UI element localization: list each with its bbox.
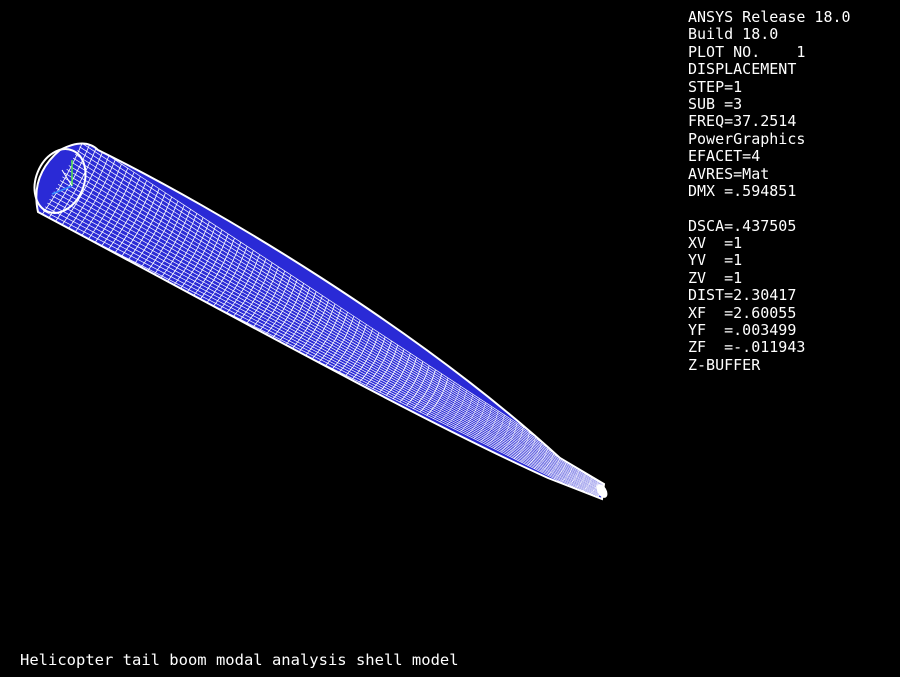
legend-line: XF =2.60055 bbox=[688, 303, 797, 322]
mesh-long-line bbox=[64, 172, 604, 490]
mesh-long-line bbox=[38, 217, 598, 499]
mesh-long-line bbox=[75, 154, 604, 486]
coordinate-triad-icon bbox=[51, 160, 73, 195]
legend-line: DIST=2.30417 bbox=[688, 286, 797, 305]
legend-line: AVRES=Mat bbox=[688, 164, 770, 183]
mesh-long-line bbox=[47, 202, 600, 497]
mesh-long-line bbox=[66, 169, 604, 489]
mesh-long-line bbox=[57, 184, 602, 493]
boom-root-ring bbox=[33, 148, 87, 214]
boom-tip-cap bbox=[596, 484, 608, 498]
legend-line: PowerGraphics bbox=[688, 129, 806, 148]
legend-line: EFACET=4 bbox=[688, 147, 761, 166]
legend-line: YF =.003499 bbox=[688, 321, 797, 340]
legend-line: SUB =3 bbox=[688, 94, 743, 113]
mesh-long-line bbox=[60, 180, 603, 492]
mesh-long-line bbox=[45, 206, 600, 497]
legend-line: Build 18.0 bbox=[688, 25, 779, 44]
mesh-long-line bbox=[68, 165, 604, 489]
mesh-long-line bbox=[81, 143, 604, 484]
legend-line: YV =1 bbox=[688, 251, 743, 270]
legend-line: DMX =.594851 bbox=[688, 181, 797, 200]
mesh-long-line bbox=[49, 199, 600, 496]
mesh-long-line bbox=[62, 176, 603, 491]
legend-line: ZV =1 bbox=[688, 268, 743, 287]
mesh-long-line bbox=[36, 221, 598, 499]
mesh-long-line bbox=[72, 157, 604, 487]
mesh-long-line bbox=[55, 187, 602, 493]
legend-line: PLOT NO. 1 bbox=[688, 42, 806, 61]
plot-title: Helicopter tail boom modal analysis shel… bbox=[20, 651, 459, 669]
mesh-long-line bbox=[77, 150, 604, 485]
legend-line: DISPLACEMENT bbox=[688, 60, 797, 79]
plot-legend: ANSYS Release 18.0 Build 18.0 PLOT NO. 1 DI… bbox=[688, 8, 851, 374]
mesh-long-line bbox=[70, 161, 604, 488]
legend-spacer bbox=[688, 200, 851, 217]
mesh-grid bbox=[36, 143, 604, 499]
legend-line: Z-BUFFER bbox=[688, 355, 761, 374]
legend-line: ANSYS Release 18.0 bbox=[688, 8, 851, 26]
mesh-long-line bbox=[53, 191, 601, 494]
mesh-long-line bbox=[42, 210, 599, 498]
mesh-long-line bbox=[83, 143, 604, 483]
tail-boom-body bbox=[35, 142, 606, 501]
legend-line: ZF =-.011943 bbox=[688, 338, 806, 357]
legend-line: XV =1 bbox=[688, 234, 743, 253]
legend-line: STEP=1 bbox=[688, 77, 743, 96]
mesh-long-line bbox=[79, 146, 604, 485]
mesh-long-line bbox=[40, 214, 599, 499]
legend-line: DSCA=.437505 bbox=[688, 216, 797, 235]
mesh-long-line bbox=[51, 195, 601, 495]
legend-line: FREQ=37.2514 bbox=[688, 112, 797, 131]
